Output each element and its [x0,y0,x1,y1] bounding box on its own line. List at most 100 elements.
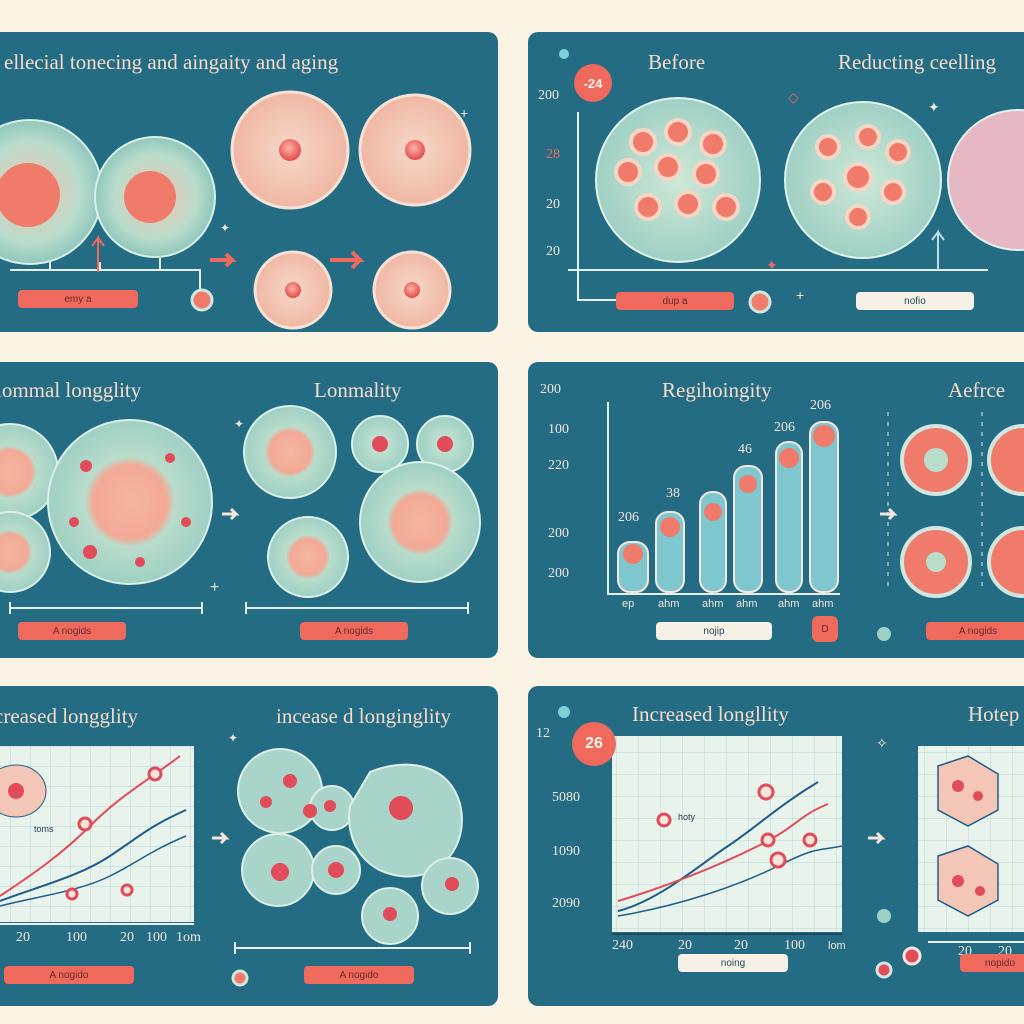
value-badge: -24 [574,64,612,102]
divider [887,412,983,592]
nucleus [124,171,176,223]
x-tick: ep [622,598,635,610]
axis-tick: 20 [546,197,560,212]
panel-before-reducing: ◇ ✦ ✦ + Before Reducting ceelling -24 20… [528,32,1024,332]
bar-label: 206 [810,398,831,413]
label-pill: A nogido [304,966,414,984]
cell [243,405,337,499]
nucleus [0,163,60,227]
cell [267,516,349,598]
arrow-right-icon [880,507,898,521]
cell [987,526,1024,598]
arrow-right-icon [210,252,237,268]
sparkle-icon: + [460,105,468,121]
panel-title-right: incease d longinglity [276,704,451,728]
panel-regional-longevity: Regihoingity Aefrce 200 100 220 200 200 … [528,362,1024,658]
marker-dot [231,969,249,987]
sparkle-icon: ◇ [788,89,799,105]
panel-increased-longevity-2: ✧ Increased longllity Hotep 26 12 5080 1… [528,686,1024,1006]
label-pill: nopido [960,954,1024,972]
value-badge: 26 [572,722,616,766]
bar-label: 46 [738,442,752,457]
nucleus [405,140,425,160]
cell-cluster [947,109,1024,251]
bar-label: 206 [774,420,795,435]
axis-tick: 200 [548,566,569,581]
panel-title-right: Reducting ceelling [838,50,997,74]
axis-tick: 220 [548,458,569,473]
sparkle-icon: ✦ [928,99,940,115]
sparkle-icon: ✦ [228,731,238,745]
organelles [952,780,985,896]
axis-tick: 12 [536,726,550,741]
timeline [234,942,471,954]
label-pill: A nogids [300,622,408,640]
x-tick: 20 [120,930,134,945]
cell [359,461,481,583]
axis-tick: 2090 [552,896,580,911]
cell-hexagon [937,845,999,917]
chart-grid [612,736,842,932]
label-pill: nofio [856,292,974,310]
axis-tick: 20 [546,244,560,259]
nucleus [372,436,388,452]
panel-title-right: Lonmality [314,378,402,402]
tube-samples [623,425,835,564]
timeline-ticks [49,258,161,270]
marker-dot [877,909,891,923]
panel-4-illustration [607,402,1024,641]
arrow-up-icon [91,235,105,272]
cell [0,511,51,593]
x-tick: ahm [702,598,724,610]
label-pill: emy a [18,290,138,308]
chart-axes [607,402,840,595]
x-tick: ahm [778,598,800,610]
panel-title-right: Aefrce [948,378,1006,402]
panel-title-left: Increased longllity [632,702,789,726]
chart-annotation: hoty [678,812,696,822]
label-pill: A nogids [926,622,1024,640]
timeline [9,602,203,614]
x-tick: 20 [734,938,748,953]
cell-large [47,419,213,585]
timeline [245,602,469,614]
series-line [0,809,187,902]
cell [987,424,1024,496]
arrow-right-icon [330,250,365,270]
axis-tick: 200 [540,382,561,397]
panel-title-right: Hotep [968,702,1020,726]
decor-dot [558,706,570,718]
marker-dot [748,290,772,314]
sparkle-icon: + [796,287,804,303]
data-markers [656,783,818,869]
x-tick: 100 [784,938,805,953]
axis-tick: 5080 [552,790,580,805]
axis-tick: 28 [546,147,560,162]
series-line [0,835,187,907]
panel-title-left: Before [648,50,706,74]
x-tick: 1om [176,930,201,945]
panel-cellular-aging: + ✦ + ✦ ellecial tonecing and aingaity a… [0,32,498,332]
nucleus [8,783,24,799]
panel-5-illustration: ✦ [0,731,479,987]
bar-label: 38 [666,486,680,501]
series-line [617,845,843,917]
panel-title: ellecial tonecing and aingaity and aging [4,50,339,74]
marker-dot [190,288,214,312]
nucleus [926,552,946,572]
x-tick: 20 [16,930,30,945]
sparkle-icon: ✦ [766,257,778,273]
x-tick: ahm [658,598,680,610]
sparkle-icon: + [210,579,219,596]
label-pill: noing [678,954,788,972]
panel-2-illustration: ◇ ✦ ✦ + [559,49,1024,314]
x-tick: 240 [612,938,633,953]
cell-nuclei [614,118,740,221]
arrow-right-icon [868,831,886,845]
panel-title-left: Regihoingity [662,378,772,402]
organelles [69,453,191,567]
marker-dot [877,627,891,641]
panel-title-left: lommal longglity [0,378,142,402]
arrow-right-icon [212,831,230,845]
panel-normal-longevity: + ✦ lommal longglity Lonmality A nogids … [0,362,498,658]
